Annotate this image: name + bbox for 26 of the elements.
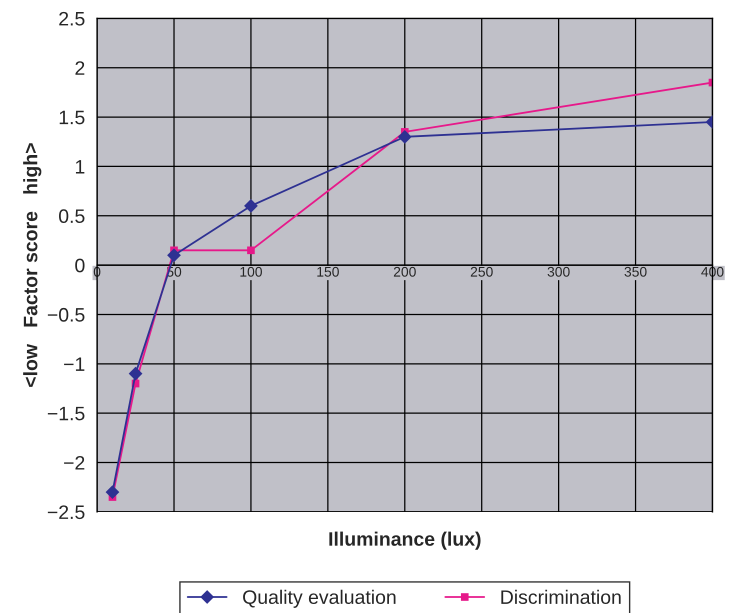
x-axis-title: Illuminance (lux) [329, 532, 481, 550]
x-tick-label: 100 [240, 266, 262, 277]
x-tick-label: 300 [548, 266, 570, 277]
point [244, 199, 258, 213]
x-tick-label: 350 [624, 266, 647, 277]
y-tick-label: 1.5 [60, 110, 84, 124]
y-tick-label: −1 [64, 357, 84, 371]
y-tick-label: 2 [75, 61, 84, 75]
point [247, 246, 255, 254]
y-tick-label: −0.5 [48, 308, 84, 322]
x-tick-label: 150 [317, 266, 339, 277]
y-axis-title: <low Factor score high> [23, 143, 42, 387]
y-tick-label: −2.5 [48, 505, 84, 520]
point [106, 485, 120, 499]
y-tick-label: 0.5 [59, 209, 84, 224]
point [167, 248, 181, 262]
legend-label: Discrimination [501, 590, 621, 604]
y-tick-label: −2 [64, 456, 84, 470]
point [398, 130, 412, 144]
legend-label: Quality evaluation [243, 590, 396, 608]
y-tick-label: 2.5 [59, 12, 84, 26]
x-tick-label: 200 [394, 266, 416, 277]
y-tick-label: 1 [76, 160, 84, 174]
x-tick-label: 250 [470, 266, 493, 277]
point [128, 366, 142, 381]
y-tick-label: −1.5 [48, 406, 84, 420]
